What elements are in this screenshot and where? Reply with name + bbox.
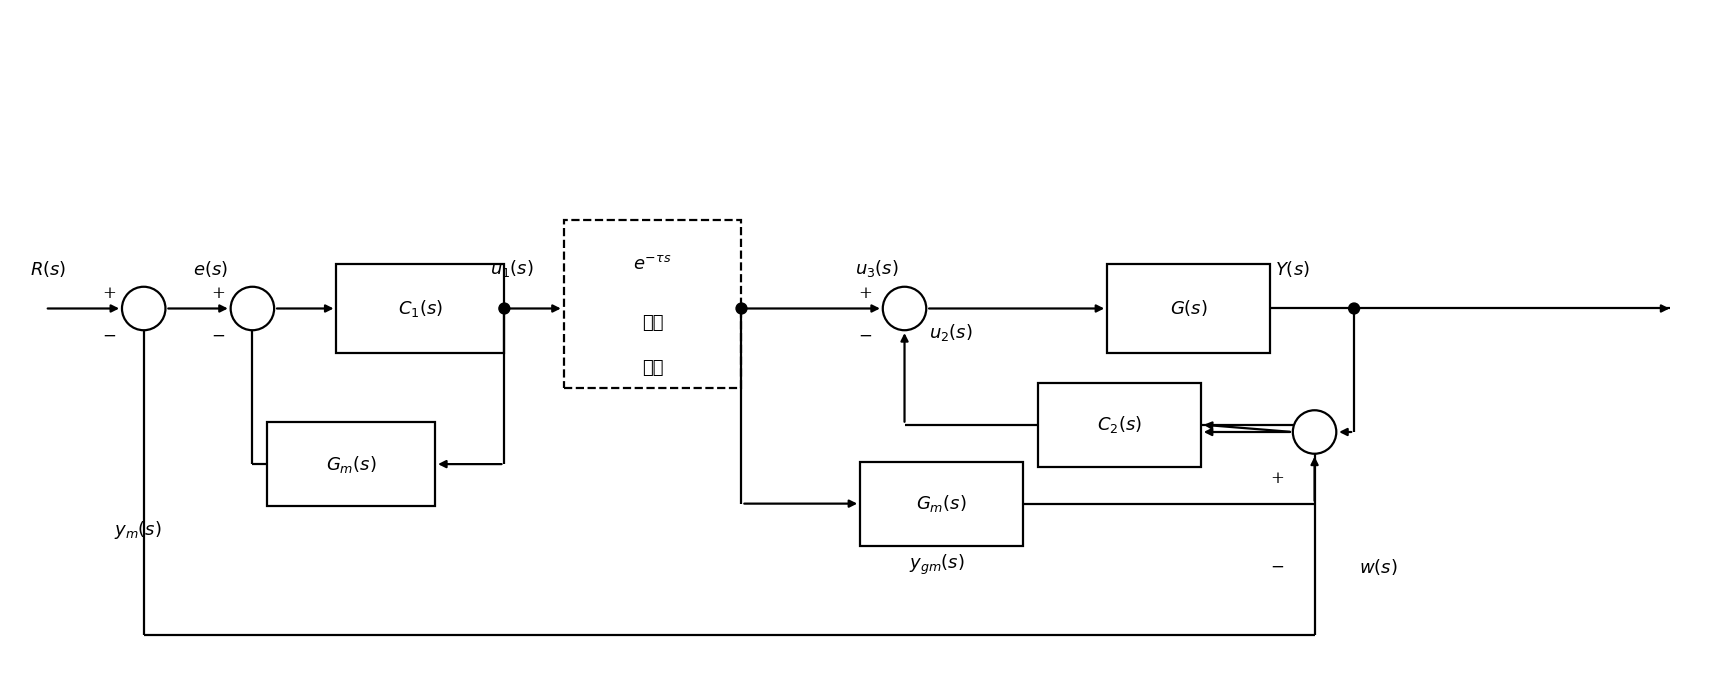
Text: 前向: 前向 — [642, 314, 663, 332]
Text: −: − — [102, 327, 116, 345]
Circle shape — [882, 287, 926, 330]
Text: +: + — [1270, 470, 1284, 487]
Bar — [1107, 264, 1270, 353]
Text: $u_3(s)$: $u_3(s)$ — [855, 258, 900, 279]
Text: −: − — [858, 327, 872, 345]
Text: $Y(s)$: $Y(s)$ — [1275, 259, 1310, 279]
Text: $u_2(s)$: $u_2(s)$ — [929, 322, 972, 343]
Text: 网络: 网络 — [642, 359, 663, 377]
Bar — [1038, 383, 1201, 466]
Text: +: + — [858, 285, 872, 302]
Text: +: + — [102, 285, 116, 302]
Circle shape — [735, 303, 747, 314]
Circle shape — [1349, 303, 1360, 314]
Text: $e^{-\tau s}$: $e^{-\tau s}$ — [633, 255, 671, 273]
Circle shape — [230, 287, 273, 330]
Bar — [266, 422, 436, 506]
Circle shape — [1292, 410, 1336, 454]
Text: $e(s)$: $e(s)$ — [194, 259, 228, 279]
Bar — [564, 220, 742, 387]
Bar — [860, 461, 1022, 546]
Text: $G(s)$: $G(s)$ — [1169, 299, 1208, 318]
Circle shape — [123, 287, 166, 330]
Text: +: + — [211, 285, 225, 302]
Text: $G_m(s)$: $G_m(s)$ — [325, 454, 377, 475]
Text: $G_m(s)$: $G_m(s)$ — [917, 493, 967, 514]
Text: $C_2(s)$: $C_2(s)$ — [1097, 414, 1142, 435]
Text: −: − — [1270, 559, 1284, 576]
Text: $R(s)$: $R(s)$ — [29, 259, 66, 279]
Text: −: − — [211, 327, 225, 345]
Text: $y_m(s)$: $y_m(s)$ — [114, 519, 163, 541]
Text: $u_1(s)$: $u_1(s)$ — [490, 258, 533, 279]
Text: $C_1(s)$: $C_1(s)$ — [398, 298, 443, 319]
Circle shape — [498, 303, 510, 314]
Text: $w(s)$: $w(s)$ — [1360, 557, 1398, 577]
Bar — [336, 264, 505, 353]
Text: $y_{gm}(s)$: $y_{gm}(s)$ — [910, 553, 965, 577]
